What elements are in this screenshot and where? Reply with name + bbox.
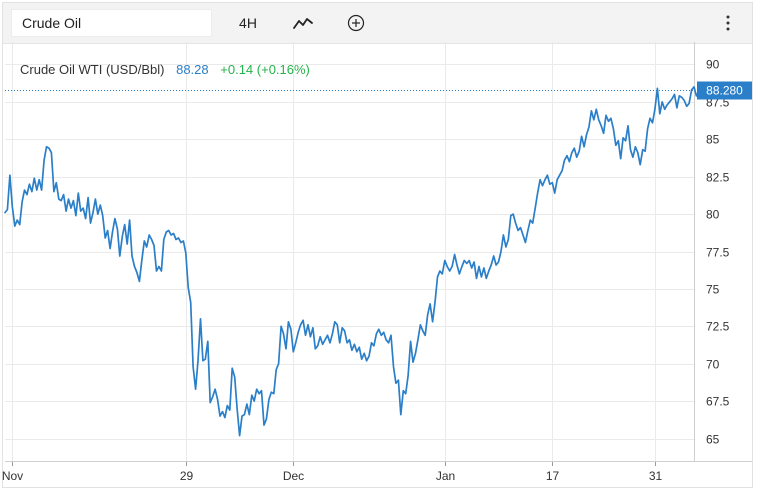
x-tick-label: 31: [649, 469, 663, 483]
instrument-name: Crude Oil WTI (USD/Bbl): [20, 62, 165, 77]
y-tick-label: 67.5: [706, 395, 730, 409]
x-tick-label: Nov: [2, 469, 23, 483]
chart-legend: Crude Oil WTI (USD/Bbl) 88.28 +0.14 (+0.…: [20, 62, 318, 77]
y-tick-label: 65: [706, 433, 720, 447]
last-price: 88.28: [176, 62, 209, 77]
chart-grid: [5, 42, 694, 461]
chart-toolbar: 4H: [3, 3, 752, 44]
y-tick-label: 70: [706, 358, 720, 372]
symbol-search-input[interactable]: [11, 9, 212, 37]
interval-label: 4H: [239, 15, 257, 31]
y-tick-label: 80: [706, 208, 720, 222]
y-tick-label: 72.5: [706, 320, 730, 334]
x-tick-label: 29: [180, 469, 194, 483]
price-series: [4, 86, 705, 437]
x-tick-label: Dec: [283, 469, 304, 483]
y-tick-label: 85: [706, 133, 720, 147]
interval-button[interactable]: 4H: [231, 9, 265, 37]
x-tick-label: Jan: [436, 469, 455, 483]
more-options-button[interactable]: [720, 9, 736, 37]
vertical-dots-icon: [726, 15, 730, 31]
chart-type-button[interactable]: [287, 9, 319, 37]
x-tick-label: 17: [546, 469, 560, 483]
last-price-tag-bg: [697, 81, 752, 100]
line-chart-icon: [293, 18, 313, 29]
plus-circle-icon: [347, 14, 365, 32]
y-tick-label: 82.5: [706, 171, 730, 185]
price-line: [4, 86, 705, 437]
last-price-tag: 88.280: [5, 81, 752, 100]
last-price-tag-label: 88.280: [706, 84, 743, 98]
y-tick-label: 75: [706, 283, 720, 297]
y-tick-label: 77.5: [706, 246, 730, 260]
chart-widget: 4H: [2, 2, 753, 488]
add-indicator-button[interactable]: [341, 9, 371, 37]
price-change: +0.14 (+0.16%): [220, 62, 310, 77]
y-tick-label: 90: [706, 58, 720, 72]
